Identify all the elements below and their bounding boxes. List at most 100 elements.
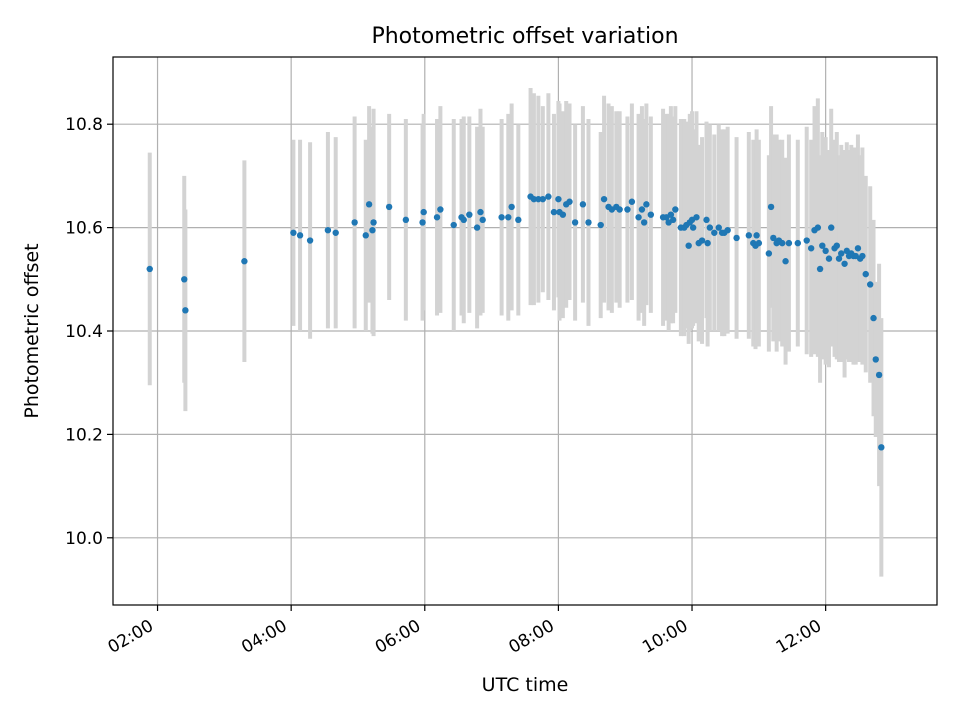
data-point [733,234,740,242]
data-point [624,206,631,213]
data-point [450,221,457,229]
data-point [290,229,297,236]
chart-title: Photometric offset variation [371,24,678,49]
data-point [369,226,376,234]
data-point [838,250,845,257]
y-axis-ticks: 10.0 10.2 10.4 10.6 10.8 [65,115,113,549]
data-point [647,211,655,218]
data-point [402,216,410,224]
data-point [559,211,567,218]
data-point [241,258,248,265]
data-point [807,245,815,252]
data-point [296,232,304,239]
data-point [530,195,538,203]
data-point [854,245,862,252]
data-point [704,239,711,247]
data-point [825,255,833,262]
data-point [638,206,646,213]
data-point [473,224,481,231]
data-points [146,193,885,451]
data-point [866,281,874,288]
data-point [332,229,339,236]
data-point [672,206,679,213]
data-point [706,224,714,231]
data-point [181,276,188,283]
data-point [724,226,731,234]
data-point [862,270,869,278]
data-point [555,195,562,203]
data-point [833,242,840,249]
data-point [765,250,773,257]
data-point [585,219,592,226]
data-point [477,208,484,216]
data-point [550,208,558,216]
data-point [616,206,623,213]
data-point [782,258,789,265]
data-point [466,211,473,218]
data-point [351,219,358,226]
data-point [689,224,697,231]
data-point [182,307,189,314]
data-point [498,214,505,221]
y-tick-label: 10.6 [65,219,103,239]
data-point [479,216,486,224]
data-point [433,214,441,221]
data-point [635,214,642,221]
data-point [753,232,760,239]
data-point [362,232,369,239]
data-point [385,203,393,211]
data-point [420,208,427,216]
data-point [566,198,573,205]
data-point [685,242,692,249]
data-point [711,229,718,236]
data-point [835,255,843,262]
data-point [571,219,579,226]
data-point [505,214,512,221]
data-point [828,224,835,231]
data-point [878,444,885,451]
data-point [460,216,467,224]
data-point [870,314,877,322]
y-tick-label: 10.2 [65,425,103,445]
data-point [370,219,377,226]
data-point [146,265,153,273]
y-axis-label: Photometric offset [21,243,43,418]
data-point [698,237,706,244]
data-point [669,216,677,224]
data-point [535,195,542,203]
data-point [803,237,810,244]
data-point [816,265,824,273]
data-point [693,214,700,221]
data-point [779,239,786,247]
data-point [515,216,522,224]
data-point [365,201,373,208]
data-point [545,193,552,200]
data-point [770,234,777,242]
data-point [324,226,332,234]
data-point [814,224,822,231]
data-point [640,219,648,226]
x-axis-label: UTC time [482,674,569,696]
data-point [579,201,587,208]
data-point [819,242,826,249]
data-point [508,203,515,211]
data-point [745,232,753,239]
data-point [875,371,883,379]
data-point [667,211,675,218]
data-point [600,195,608,203]
data-point [859,252,866,260]
data-point [597,221,604,229]
data-point [539,195,547,203]
data-point [437,206,444,213]
y-tick-label: 10.0 [65,529,103,549]
data-point [872,356,879,363]
y-tick-label: 10.4 [65,322,103,342]
data-point [785,239,793,247]
data-point [306,237,314,244]
data-point [628,198,636,205]
data-point [822,247,829,255]
data-point [755,239,763,247]
data-point [794,239,802,247]
data-point [419,219,426,226]
